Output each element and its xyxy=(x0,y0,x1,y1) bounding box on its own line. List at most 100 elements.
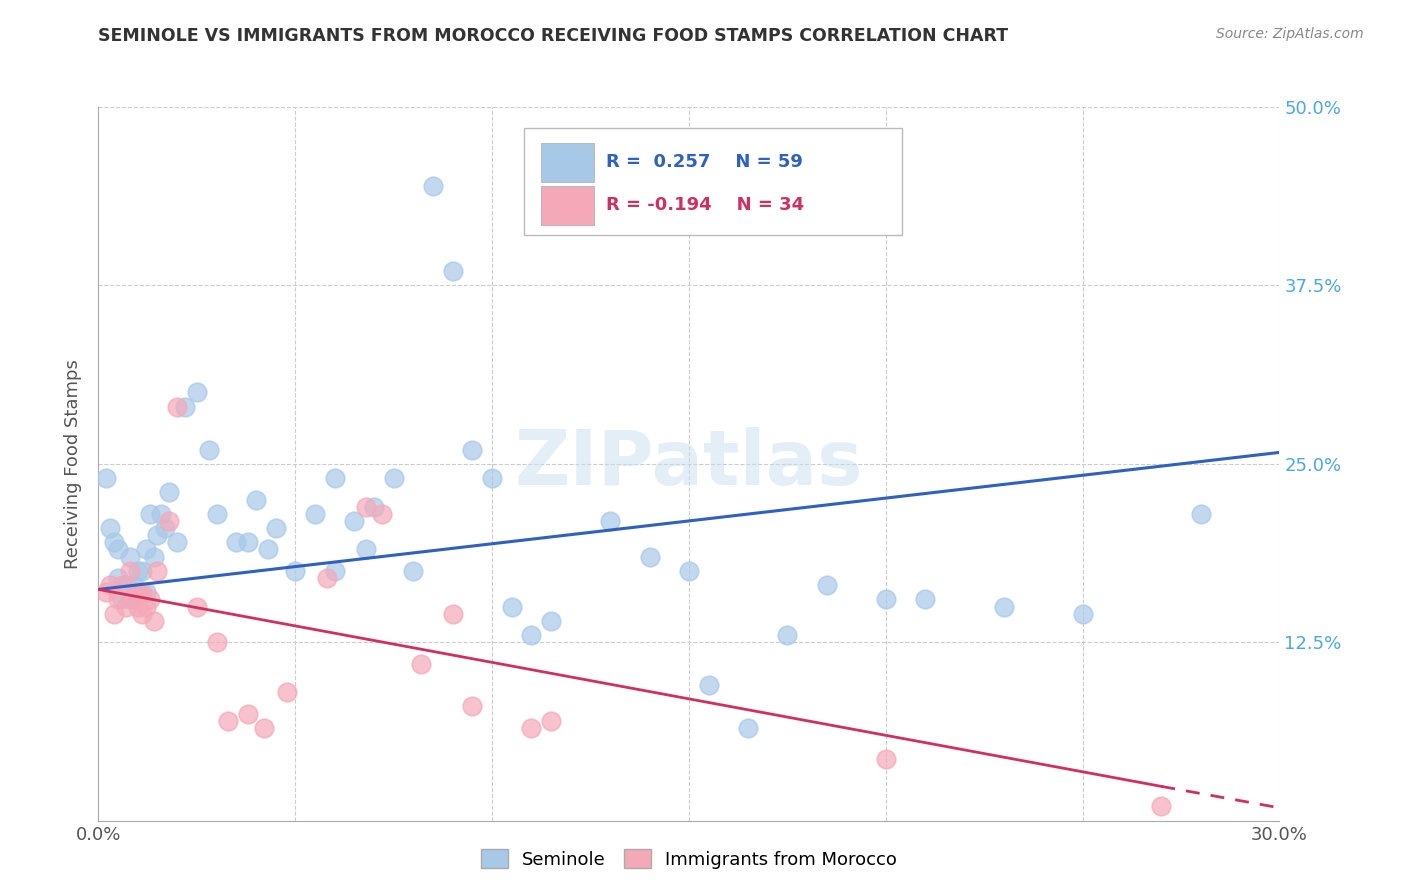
Point xyxy=(111,592,134,607)
Point xyxy=(186,599,208,614)
Point xyxy=(205,507,228,521)
Point xyxy=(115,599,138,614)
Point xyxy=(122,578,145,592)
Point xyxy=(138,592,160,607)
Point xyxy=(371,507,394,521)
Point xyxy=(422,178,444,193)
Point xyxy=(276,685,298,699)
FancyBboxPatch shape xyxy=(541,186,595,225)
Point xyxy=(96,471,118,485)
Point xyxy=(697,678,720,692)
Point xyxy=(142,549,165,564)
Point xyxy=(127,585,149,599)
Legend: Seminole, Immigrants from Morocco: Seminole, Immigrants from Morocco xyxy=(474,842,904,876)
Point xyxy=(461,442,484,457)
Point xyxy=(236,535,259,549)
Point xyxy=(122,592,145,607)
Point xyxy=(253,721,276,735)
Text: ZIPatlas: ZIPatlas xyxy=(515,427,863,500)
Point xyxy=(776,628,799,642)
Point xyxy=(441,264,464,278)
Point xyxy=(115,578,138,592)
Point xyxy=(815,578,838,592)
Point xyxy=(150,507,173,521)
Point xyxy=(146,528,169,542)
Point xyxy=(111,578,134,592)
Point xyxy=(520,721,543,735)
Point xyxy=(993,599,1015,614)
Point xyxy=(323,564,346,578)
Point xyxy=(411,657,433,671)
Point xyxy=(135,542,157,557)
Point xyxy=(678,564,700,578)
Point xyxy=(875,592,897,607)
Point xyxy=(131,585,153,599)
Point xyxy=(127,564,149,578)
FancyBboxPatch shape xyxy=(523,128,901,235)
Point xyxy=(284,564,307,578)
Point xyxy=(166,535,188,549)
Point xyxy=(1189,507,1212,521)
Point xyxy=(157,485,180,500)
Point xyxy=(127,585,149,599)
Point xyxy=(1071,607,1094,621)
Point xyxy=(599,514,621,528)
Text: R =  0.257    N = 59: R = 0.257 N = 59 xyxy=(606,153,803,171)
Point xyxy=(107,571,129,585)
Point xyxy=(638,549,661,564)
Point xyxy=(118,564,141,578)
Point xyxy=(98,521,121,535)
Point xyxy=(501,599,523,614)
Point xyxy=(157,514,180,528)
Point xyxy=(875,752,897,766)
Point xyxy=(131,564,153,578)
Point xyxy=(737,721,759,735)
Point xyxy=(135,599,157,614)
Text: R = -0.194    N = 34: R = -0.194 N = 34 xyxy=(606,196,804,214)
Point xyxy=(131,607,153,621)
Point xyxy=(315,571,337,585)
Point xyxy=(363,500,385,514)
Point xyxy=(96,585,118,599)
Point xyxy=(174,400,197,414)
Point xyxy=(107,592,129,607)
Point xyxy=(118,549,141,564)
Point xyxy=(103,535,125,549)
Point xyxy=(155,521,177,535)
Point xyxy=(481,471,503,485)
Point xyxy=(441,607,464,621)
Point xyxy=(225,535,247,549)
Point xyxy=(402,564,425,578)
Point xyxy=(107,542,129,557)
Point xyxy=(354,542,377,557)
Text: Source: ZipAtlas.com: Source: ZipAtlas.com xyxy=(1216,27,1364,41)
Point xyxy=(135,585,157,599)
Point xyxy=(186,385,208,400)
Point xyxy=(245,492,267,507)
Point xyxy=(118,592,141,607)
Point xyxy=(914,592,936,607)
Point xyxy=(256,542,278,557)
Point xyxy=(197,442,219,457)
Point xyxy=(103,607,125,621)
Y-axis label: Receiving Food Stamps: Receiving Food Stamps xyxy=(65,359,83,569)
Point xyxy=(146,564,169,578)
FancyBboxPatch shape xyxy=(541,143,595,182)
Point xyxy=(217,714,239,728)
Point xyxy=(1150,799,1173,814)
Point xyxy=(127,599,149,614)
Point xyxy=(142,614,165,628)
Point xyxy=(304,507,326,521)
Point xyxy=(540,714,562,728)
Point xyxy=(264,521,287,535)
Text: SEMINOLE VS IMMIGRANTS FROM MOROCCO RECEIVING FOOD STAMPS CORRELATION CHART: SEMINOLE VS IMMIGRANTS FROM MOROCCO RECE… xyxy=(98,27,1008,45)
Point xyxy=(520,628,543,642)
Point xyxy=(354,500,377,514)
Point xyxy=(138,507,160,521)
Point xyxy=(323,471,346,485)
Point xyxy=(98,578,121,592)
Point xyxy=(343,514,366,528)
Point xyxy=(166,400,188,414)
Point xyxy=(382,471,405,485)
Point xyxy=(236,706,259,721)
